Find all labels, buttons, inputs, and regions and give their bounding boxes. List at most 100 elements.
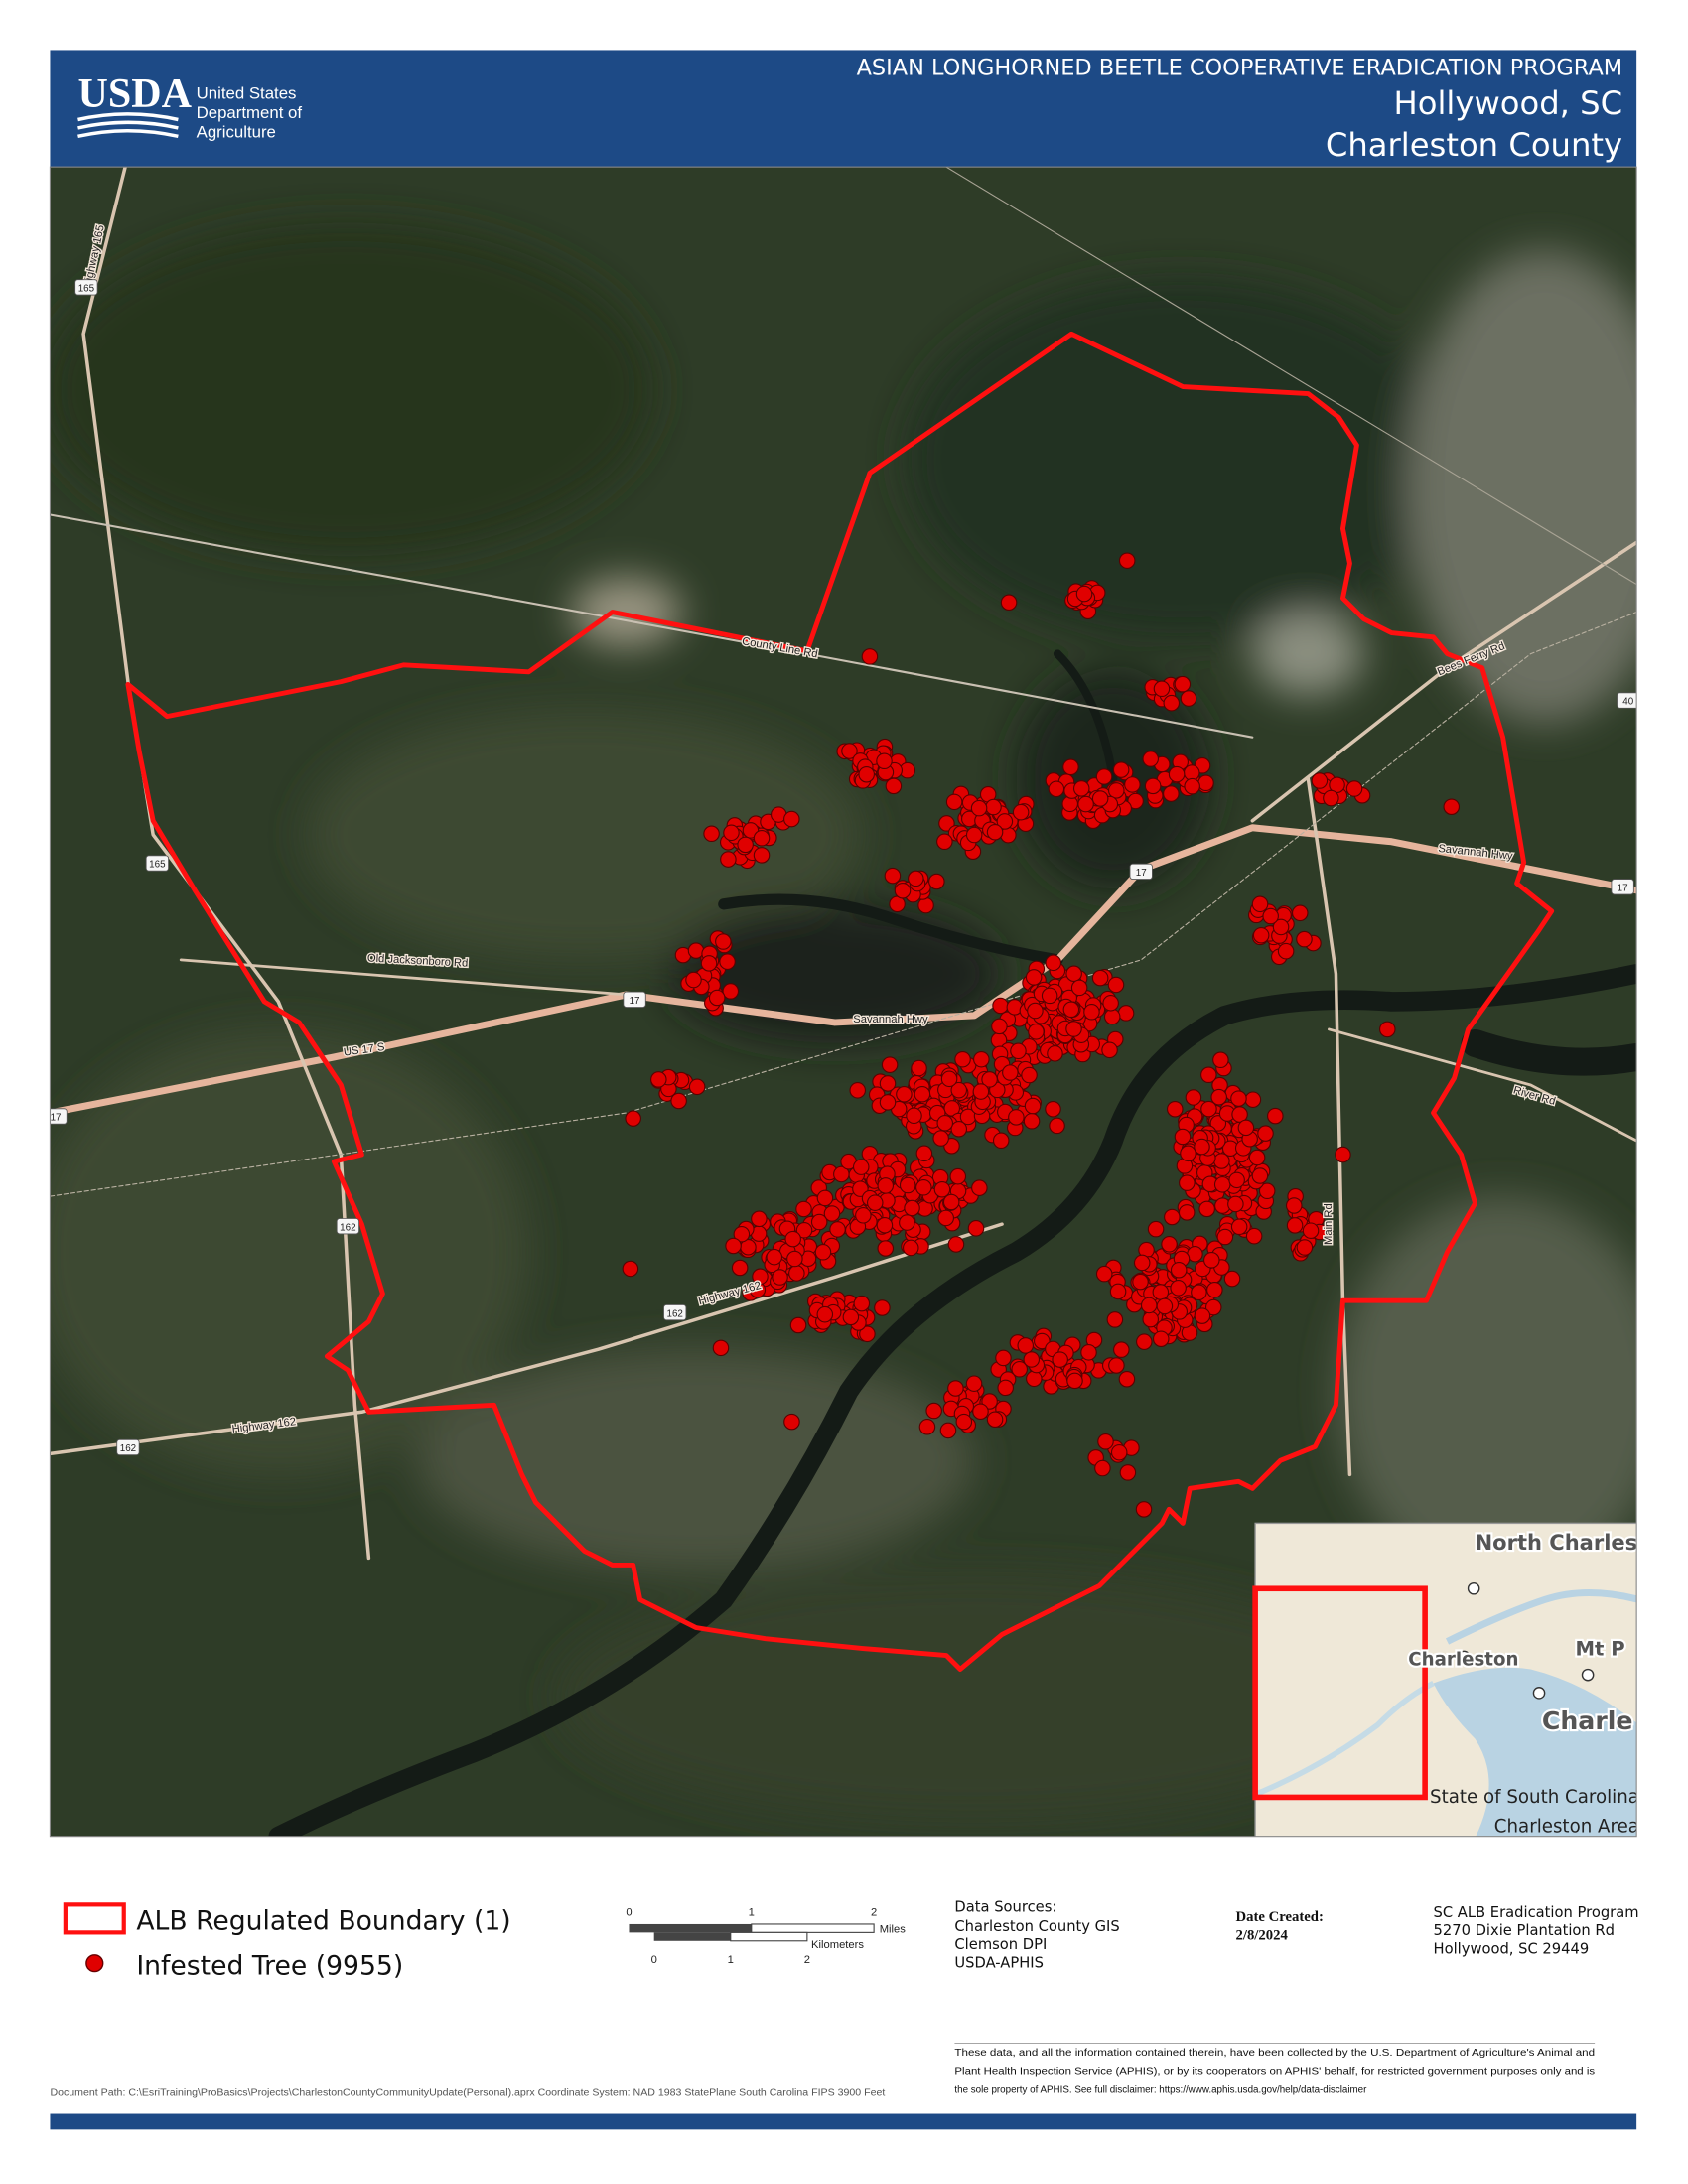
route-shield-label: 165	[78, 284, 95, 295]
infested-tree	[719, 953, 736, 970]
infested-tree	[1296, 1239, 1314, 1256]
infested-tree	[1101, 1041, 1118, 1059]
infested-tree	[1052, 1351, 1068, 1368]
infested-tree	[1045, 1100, 1061, 1118]
infested-tree	[1248, 1149, 1266, 1166]
infested-tree	[904, 1199, 920, 1217]
infested-tree	[943, 1100, 961, 1117]
infested-tree	[772, 1269, 788, 1286]
infested-tree	[1168, 765, 1186, 783]
infested-tree	[965, 1375, 983, 1392]
infested-tree	[945, 793, 963, 811]
infested-tree	[967, 1220, 985, 1237]
infested-tree	[938, 815, 955, 832]
infested-tree	[1119, 1464, 1137, 1481]
infested-tree	[981, 1071, 998, 1088]
agency-name: United States	[197, 83, 297, 102]
infested-tree	[725, 1237, 742, 1255]
inset-map: North Charleston Charleston Mt P Charle …	[1252, 1522, 1639, 1837]
infested-tree	[1197, 774, 1214, 792]
route-shield	[336, 1218, 360, 1235]
route-shield-label: 165	[149, 860, 166, 871]
contact-line: SC ALB Eradication Program	[1434, 1904, 1639, 1921]
infested-tree	[1147, 1220, 1165, 1238]
infested-tree	[816, 1189, 834, 1207]
infested-tree	[972, 1083, 990, 1100]
infested-tree	[1034, 1332, 1051, 1350]
infested-tree	[1097, 1433, 1114, 1450]
infested-tree	[1152, 1330, 1170, 1347]
infested-tree	[1185, 1089, 1202, 1106]
infested-tree	[720, 851, 737, 868]
infested-tree	[1062, 758, 1079, 776]
scale-tick: 0	[626, 1907, 632, 1919]
infested-tree	[783, 1413, 800, 1431]
infested-tree	[1075, 585, 1093, 603]
route-shield	[1611, 879, 1634, 895]
infested-tree	[1379, 1021, 1396, 1038]
infested-tree	[1107, 976, 1125, 994]
infested-tree	[1198, 1200, 1215, 1218]
infested-tree	[1048, 780, 1065, 798]
infested-tree	[885, 777, 903, 795]
infested-tree	[1117, 1005, 1135, 1022]
infested-tree	[1329, 776, 1345, 794]
infested-tree	[1231, 1106, 1248, 1123]
regulated-boundary	[125, 331, 1555, 1672]
infested-tree	[1262, 907, 1279, 925]
infested-tree	[625, 1110, 641, 1127]
infested-tree	[723, 824, 740, 842]
scale-tick: 0	[651, 1954, 657, 1966]
route-shield-label: 40	[1622, 697, 1633, 708]
infested-tree	[973, 1050, 990, 1068]
infested-tree	[1296, 930, 1313, 948]
infested-tree	[1216, 1228, 1234, 1246]
scale-unit: Miles	[880, 1923, 907, 1935]
scale-bar: 0 1 2 Miles 0 1 2 Kilometers	[626, 1907, 906, 1967]
infested-tree	[1010, 1042, 1027, 1060]
infested-tree	[688, 1078, 706, 1096]
infested-tree	[894, 882, 912, 899]
infested-tree	[1163, 694, 1181, 712]
infested-tree	[896, 1085, 913, 1103]
legend-label: ALB Regulated Boundary (1)	[136, 1906, 510, 1937]
infested-tree	[1200, 1066, 1217, 1084]
infested-tree	[1083, 1004, 1100, 1021]
infested-tree	[986, 1411, 1004, 1428]
infested-tree	[1065, 1021, 1082, 1037]
infested-tree	[985, 798, 1002, 816]
infested-tree	[1206, 1281, 1223, 1298]
infested-tree	[1443, 798, 1461, 816]
infested-tree	[752, 1268, 769, 1286]
infested-tree	[1153, 680, 1171, 698]
infested-tree	[753, 847, 771, 864]
infested-tree	[1002, 1064, 1019, 1081]
infested-tree	[795, 1222, 813, 1239]
infested-tree	[1257, 1125, 1274, 1142]
infested-tree	[917, 896, 934, 914]
infested-tree	[1345, 780, 1363, 797]
infested-tree	[884, 867, 902, 885]
infested-tree	[1047, 1045, 1063, 1062]
inset-caption: Charleston Area	[1494, 1816, 1639, 1837]
infested-tree	[1267, 1107, 1284, 1125]
infested-tree	[1136, 1333, 1153, 1350]
infested-tree	[936, 833, 953, 851]
infested-tree	[1110, 1443, 1128, 1461]
infested-tree	[1080, 1344, 1097, 1361]
infested-tree	[1028, 1024, 1045, 1040]
infested-tree	[855, 1207, 872, 1224]
infested-tree	[1245, 1227, 1263, 1245]
infested-tree	[859, 1325, 876, 1343]
infested-tree	[1174, 1128, 1192, 1146]
infested-tree	[670, 1092, 687, 1110]
infested-tree	[829, 1221, 846, 1238]
route-shield-label: 17	[1136, 868, 1147, 879]
infested-tree	[1091, 969, 1109, 987]
infested-tree	[936, 1114, 954, 1132]
infested-tree	[1118, 1370, 1136, 1388]
infested-tree	[1184, 777, 1200, 795]
map-border	[49, 166, 1637, 1838]
infested-tree	[1017, 1337, 1035, 1354]
